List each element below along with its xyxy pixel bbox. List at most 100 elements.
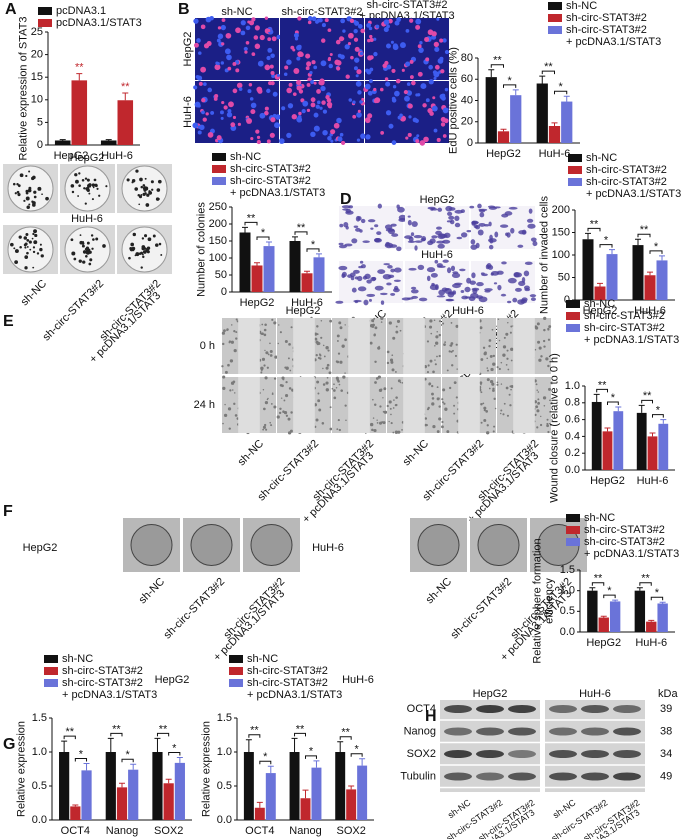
colony [39, 247, 43, 252]
nucleus [431, 105, 438, 112]
texture [453, 404, 456, 407]
y-tick-label: 150 [552, 226, 570, 238]
error-bar [291, 737, 298, 752]
texture [432, 370, 435, 374]
texture [448, 350, 451, 353]
colony [17, 184, 21, 187]
texture [264, 376, 268, 380]
texture [228, 427, 231, 430]
cell-line-label: HepG2 [23, 542, 58, 554]
nucleus [348, 98, 353, 102]
nucleus [427, 107, 433, 114]
colony [82, 260, 86, 264]
texture [444, 407, 448, 411]
texture [500, 383, 503, 385]
significance: * [655, 587, 660, 599]
nucleus [401, 68, 405, 72]
bar [609, 601, 621, 632]
nucleus [266, 55, 271, 61]
significance: * [261, 227, 266, 239]
colony [96, 187, 99, 190]
texture [233, 392, 236, 394]
group-label: sh-NC [446, 797, 473, 820]
cell [484, 223, 490, 227]
legend-swatch [568, 154, 582, 162]
nucleus [405, 136, 409, 140]
error-bar [648, 619, 655, 622]
nucleus [350, 55, 354, 60]
band [508, 772, 536, 781]
colony [34, 233, 38, 238]
cell [438, 289, 446, 296]
texture [388, 321, 392, 325]
error-bar [659, 255, 665, 261]
texture [490, 367, 494, 372]
legend-swatch [44, 667, 58, 675]
cell [450, 265, 456, 272]
texture [493, 397, 496, 401]
x-tick-label: HuH-6 [539, 148, 571, 160]
nucleus [359, 51, 364, 56]
nucleus [276, 73, 280, 77]
cell [390, 293, 396, 296]
nucleus [264, 106, 269, 111]
texture [506, 357, 509, 360]
texture [480, 358, 484, 361]
significance: * [311, 239, 316, 251]
bracket [554, 90, 568, 95]
texture [450, 342, 454, 345]
texture [222, 375, 226, 379]
cell [431, 208, 438, 211]
cell [359, 260, 364, 264]
colony [29, 248, 32, 251]
nucleus [201, 98, 206, 103]
texture [263, 333, 267, 337]
colony [27, 188, 32, 193]
colony [142, 255, 145, 259]
nucleus [240, 20, 246, 26]
texture [395, 325, 398, 328]
error-bar [593, 393, 600, 402]
bar [243, 752, 254, 820]
nucleus [298, 111, 302, 116]
nucleus [330, 129, 336, 135]
nucleus [440, 69, 445, 74]
colony [16, 183, 19, 186]
cell [387, 264, 393, 269]
group-label: sh-NC [236, 438, 267, 469]
nucleus [296, 56, 301, 61]
wound-gap [293, 377, 315, 433]
significance: ** [247, 212, 256, 224]
nucleus [367, 38, 371, 43]
colony [132, 232, 136, 237]
nucleus [404, 95, 410, 102]
cell [460, 232, 468, 238]
nucleus [409, 75, 414, 79]
colony [88, 183, 91, 186]
nucleus [408, 115, 412, 119]
texture [483, 406, 487, 410]
significance: ** [250, 725, 259, 737]
image-tile [183, 518, 240, 572]
error-bar [563, 95, 570, 102]
texture [320, 336, 323, 339]
texture [502, 353, 506, 357]
legend-label: sh-NC [247, 653, 278, 665]
cell [480, 272, 485, 275]
nucleus [235, 27, 241, 34]
y-tick-label: 60 [461, 73, 473, 85]
kda-label: 34 [660, 748, 672, 760]
nucleus [236, 82, 243, 89]
texture [262, 425, 266, 429]
nucleus [349, 18, 355, 24]
nucleus [309, 70, 313, 75]
texture [235, 318, 238, 321]
nucleus [210, 110, 215, 115]
cell [351, 287, 357, 293]
cell [476, 281, 484, 287]
texture [545, 357, 549, 361]
texture [327, 349, 330, 352]
texture [455, 324, 459, 328]
band [444, 772, 472, 781]
texture [493, 425, 496, 428]
